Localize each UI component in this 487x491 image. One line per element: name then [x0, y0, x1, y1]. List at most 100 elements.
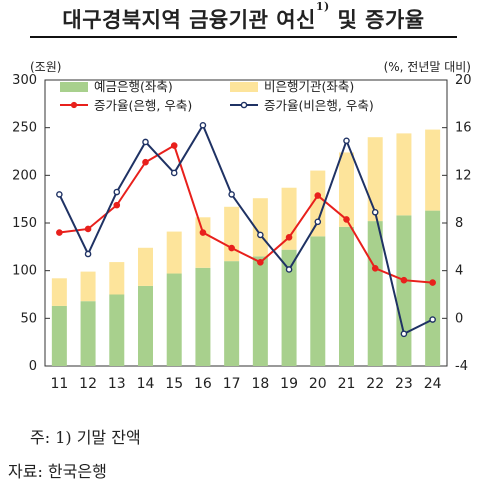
bar-non-bank: [339, 152, 354, 227]
bar-deposit-bank: [195, 267, 211, 366]
footnote: 주: 1) 기말 잔액: [30, 428, 141, 447]
nonbank-growth-point: [314, 218, 322, 226]
left-axis-tick-label: 300: [12, 73, 37, 88]
plot-frame: [44, 79, 448, 367]
bank-growth-point: [285, 233, 293, 241]
bar-deposit-bank: [109, 294, 125, 366]
legend-swatch-deposit-bank: [60, 82, 88, 92]
right-axis-unit: (%, 전년말 대비): [383, 60, 471, 74]
bar-deposit-bank: [138, 285, 153, 366]
title-text: 대구경북지역 금융기관 여신: [62, 7, 316, 32]
nonbank-growth-point: [56, 191, 63, 198]
bar-non-bank: [109, 262, 125, 295]
title-underline: [30, 36, 457, 38]
bar-non-bank: [51, 278, 67, 306]
bank-growth-point: [56, 229, 63, 236]
bar-deposit-bank: [224, 261, 240, 366]
left-axis-tick-label: 150: [12, 216, 37, 231]
bank-growth-point: [314, 192, 322, 199]
bar-non-bank: [224, 206, 240, 262]
legend-marker-bank-growth: [70, 101, 78, 109]
x-axis-tick-label: 22: [366, 376, 384, 392]
bar-deposit-bank: [252, 256, 268, 366]
bar-deposit-bank: [367, 221, 383, 366]
nonbank-growth-point: [343, 137, 350, 145]
x-axis-tick-label: 13: [108, 376, 126, 392]
bank-growth-point: [113, 201, 121, 209]
bar-deposit-bank: [425, 210, 441, 366]
legend-label-nonbank-growth: 증가율(비은행, 우축): [264, 98, 374, 113]
legend-swatch-non-bank: [230, 82, 258, 92]
x-axis-tick-label: 20: [309, 376, 327, 392]
bar-non-bank: [195, 217, 211, 268]
nonbank-growth-point: [142, 138, 149, 146]
bar-deposit-bank: [339, 226, 354, 366]
bar-non-bank: [80, 271, 96, 302]
nonbank-growth-point: [429, 316, 436, 323]
bar-non-bank: [396, 133, 412, 216]
x-axis-tick-label: 23: [395, 376, 413, 392]
nonbank-growth-point: [199, 121, 207, 129]
x-axis-tick-label: 11: [50, 376, 68, 392]
nonbank-growth-point: [170, 169, 178, 177]
legend-label-bank-growth: 증가율(은행, 우축): [94, 98, 192, 113]
right-axis-tick-label: 16: [455, 121, 472, 136]
nonbank-growth-point: [228, 191, 235, 198]
right-axis-tick-label: -4: [455, 359, 468, 374]
x-axis-tick-label: 16: [194, 376, 212, 392]
right-axis-tick-label: 20: [455, 73, 472, 88]
title-footnote-mark: 1): [315, 0, 330, 13]
nonbank-growth-point: [400, 330, 408, 338]
nonbank-growth-point: [113, 188, 121, 196]
bank-growth-point: [400, 276, 408, 284]
bank-growth-point: [429, 279, 436, 286]
bank-growth-point: [84, 225, 92, 233]
bank-growth-point: [170, 142, 178, 149]
bank-growth-point: [371, 264, 379, 272]
x-axis-tick-label: 15: [165, 376, 183, 392]
bar-non-bank: [310, 170, 326, 237]
x-axis-tick-label: 19: [280, 376, 298, 392]
left-axis-tick-label: 200: [12, 168, 37, 183]
bar-non-bank: [281, 187, 297, 250]
bank-growth-point: [199, 229, 207, 236]
bank-growth-point: [343, 216, 350, 223]
x-axis-tick-label: 24: [424, 376, 442, 392]
bank-growth-line: [59, 144, 433, 284]
title-tail: 및 증가율: [329, 7, 425, 32]
chart-canvas: 0 50 100 150 200 250 300 -4 0 4 8 12 16 20 11 12 13 14 15 1…: [12, 73, 472, 392]
bar-deposit-bank: [281, 249, 297, 366]
right-axis-tick-label: 8: [455, 216, 463, 231]
legend-marker-nonbank-growth: [240, 101, 248, 109]
bar-non-bank: [252, 198, 268, 257]
bank-growth-point: [257, 259, 264, 266]
bank-growth-point: [228, 244, 235, 252]
nonbank-growth-point: [371, 208, 379, 216]
bar-deposit-bank: [396, 215, 412, 366]
left-axis-unit: (조원): [30, 60, 62, 74]
right-axis-tick-label: 4: [455, 264, 463, 279]
bar-deposit-bank: [51, 305, 67, 366]
x-axis-tick-label: 12: [79, 376, 97, 392]
bar-non-bank: [166, 231, 182, 274]
bar-non-bank: [367, 137, 383, 222]
bar-deposit-bank: [80, 301, 96, 366]
left-axis-tick-label: 250: [12, 121, 37, 136]
right-axis-tick-label: 12: [455, 168, 472, 183]
x-axis-tick-label: 17: [223, 376, 241, 392]
chart-title: 대구경북지역 금융기관 여신1) 및 증가율: [0, 0, 487, 34]
legend-label-non-bank: 비은행기관(좌축): [264, 79, 354, 94]
left-axis-tick-label: 0: [29, 359, 37, 374]
bar-non-bank: [425, 129, 441, 211]
nonbank-growth-point: [257, 231, 264, 239]
nonbank-growth-point: [285, 266, 293, 273]
left-axis-tick-label: 50: [20, 311, 37, 326]
bar-non-bank: [138, 247, 153, 286]
nonbank-growth-line: [58, 123, 434, 336]
x-axis-tick-label: 21: [338, 376, 356, 392]
left-axis-tick-label: 100: [12, 264, 37, 279]
x-axis-tick-label: 18: [251, 376, 269, 392]
bank-growth-point: [142, 158, 149, 166]
x-axis-tick-label: 14: [137, 376, 155, 392]
right-axis-tick-label: 0: [455, 311, 463, 326]
